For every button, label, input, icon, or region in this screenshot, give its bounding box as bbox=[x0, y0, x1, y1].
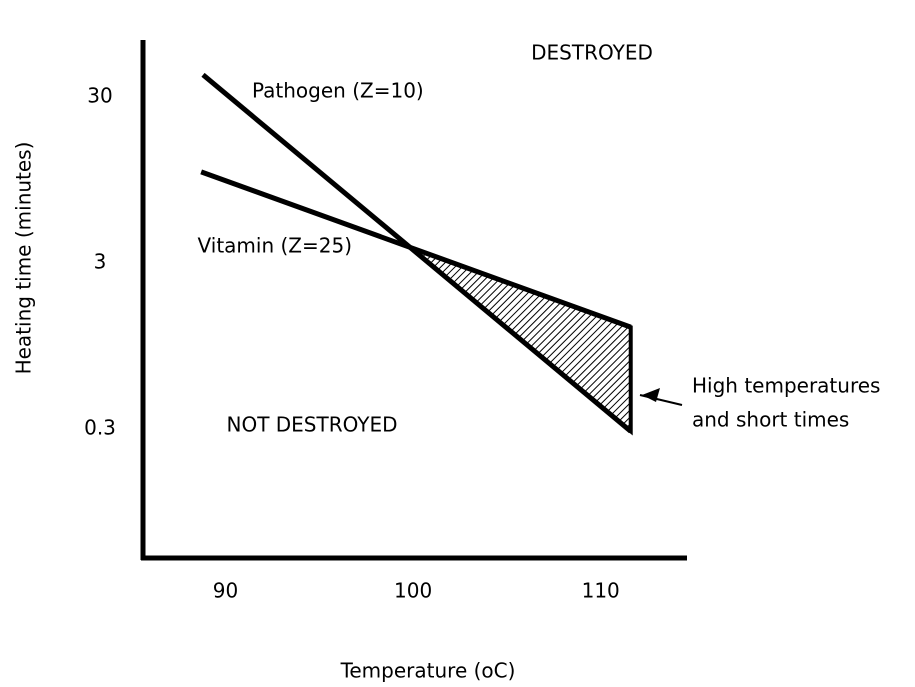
y-tick-label: 30 bbox=[87, 83, 112, 107]
arrow-head bbox=[642, 388, 660, 402]
series-label: Vitamin (Z=25) bbox=[198, 234, 352, 258]
x-tick-label: 110 bbox=[582, 579, 620, 603]
annotation: NOT DESTROYED bbox=[226, 413, 397, 437]
y-tick-label: 0.3 bbox=[84, 415, 116, 439]
y-axis-label: Heating time (minutes) bbox=[12, 142, 36, 375]
series-label: Pathogen (Z=10) bbox=[252, 79, 424, 103]
x-tick-label: 100 bbox=[394, 579, 432, 603]
series-line bbox=[201, 72, 633, 434]
x-tick-label: 90 bbox=[213, 579, 238, 603]
series-line bbox=[200, 169, 632, 330]
x-axis-label: Temperature (oC) bbox=[340, 659, 516, 683]
annotation: DESTROYED bbox=[531, 41, 653, 65]
annotation: High temperatures bbox=[692, 374, 880, 398]
y-tick-label: 3 bbox=[94, 249, 107, 273]
annotation: and short times bbox=[692, 408, 849, 432]
